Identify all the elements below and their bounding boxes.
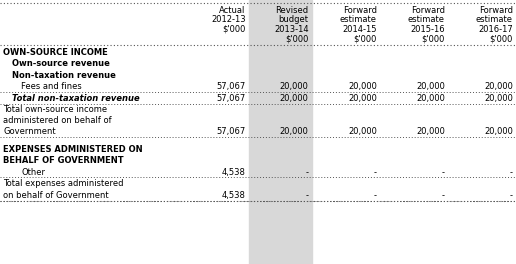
Text: EXPENSES ADMINISTERED ON: EXPENSES ADMINISTERED ON (3, 145, 142, 154)
Text: Other: Other (21, 168, 45, 177)
Text: Own-source revenue: Own-source revenue (12, 59, 110, 68)
Text: -: - (442, 168, 445, 177)
Text: 20,000: 20,000 (348, 127, 377, 136)
Text: -: - (442, 191, 445, 200)
Text: 20,000: 20,000 (484, 82, 513, 91)
Text: 20,000: 20,000 (416, 82, 445, 91)
Text: -: - (305, 191, 309, 200)
Text: on behalf of Government: on behalf of Government (3, 191, 109, 200)
Text: 2015-16: 2015-16 (410, 25, 445, 34)
Text: Fees and fines: Fees and fines (21, 82, 82, 91)
Text: 57,067: 57,067 (217, 94, 246, 103)
Text: $'000: $'000 (222, 25, 246, 34)
Text: 2012-13: 2012-13 (211, 15, 246, 24)
Text: 57,067: 57,067 (217, 127, 246, 136)
Text: 2016-17: 2016-17 (478, 25, 513, 34)
Text: estimate: estimate (408, 15, 445, 24)
Text: 20,000: 20,000 (280, 127, 309, 136)
Text: $'000: $'000 (285, 34, 309, 43)
Text: 20,000: 20,000 (348, 82, 377, 91)
Text: Total expenses administered: Total expenses administered (3, 179, 123, 188)
Text: 20,000: 20,000 (280, 94, 309, 103)
Text: 20,000: 20,000 (484, 127, 513, 136)
Text: -: - (305, 168, 309, 177)
Text: -: - (510, 168, 513, 177)
Text: 4,538: 4,538 (222, 191, 246, 200)
Text: Total non-taxation revenue: Total non-taxation revenue (12, 94, 140, 103)
Text: BEHALF OF GOVERNMENT: BEHALF OF GOVERNMENT (3, 156, 124, 165)
Text: Non-taxation revenue: Non-taxation revenue (12, 71, 116, 80)
Text: $'000: $'000 (422, 34, 445, 43)
Text: estimate: estimate (340, 15, 377, 24)
Text: Forward: Forward (411, 6, 445, 15)
Text: Actual: Actual (219, 6, 246, 15)
Text: Revised: Revised (276, 6, 309, 15)
Text: -: - (510, 191, 513, 200)
Text: 20,000: 20,000 (416, 94, 445, 103)
Text: OWN-SOURCE INCOME: OWN-SOURCE INCOME (3, 48, 108, 57)
Text: -: - (374, 168, 377, 177)
Text: 2014-15: 2014-15 (342, 25, 377, 34)
Text: 20,000: 20,000 (416, 127, 445, 136)
Text: Government: Government (3, 127, 56, 136)
Text: 20,000: 20,000 (280, 82, 309, 91)
Text: -: - (374, 191, 377, 200)
Text: Forward: Forward (479, 6, 513, 15)
Text: 2013-14: 2013-14 (274, 25, 309, 34)
Text: $'000: $'000 (490, 34, 513, 43)
Text: 20,000: 20,000 (348, 94, 377, 103)
Text: estimate: estimate (476, 15, 513, 24)
Text: budget: budget (279, 15, 309, 24)
Text: administered on behalf of: administered on behalf of (3, 116, 111, 125)
Text: $'000: $'000 (353, 34, 377, 43)
Text: 20,000: 20,000 (484, 94, 513, 103)
Text: 57,067: 57,067 (217, 82, 246, 91)
Text: 4,538: 4,538 (222, 168, 246, 177)
Text: Forward: Forward (343, 6, 377, 15)
Bar (249, 0, 312, 264)
Text: Total own-source income: Total own-source income (3, 105, 107, 114)
